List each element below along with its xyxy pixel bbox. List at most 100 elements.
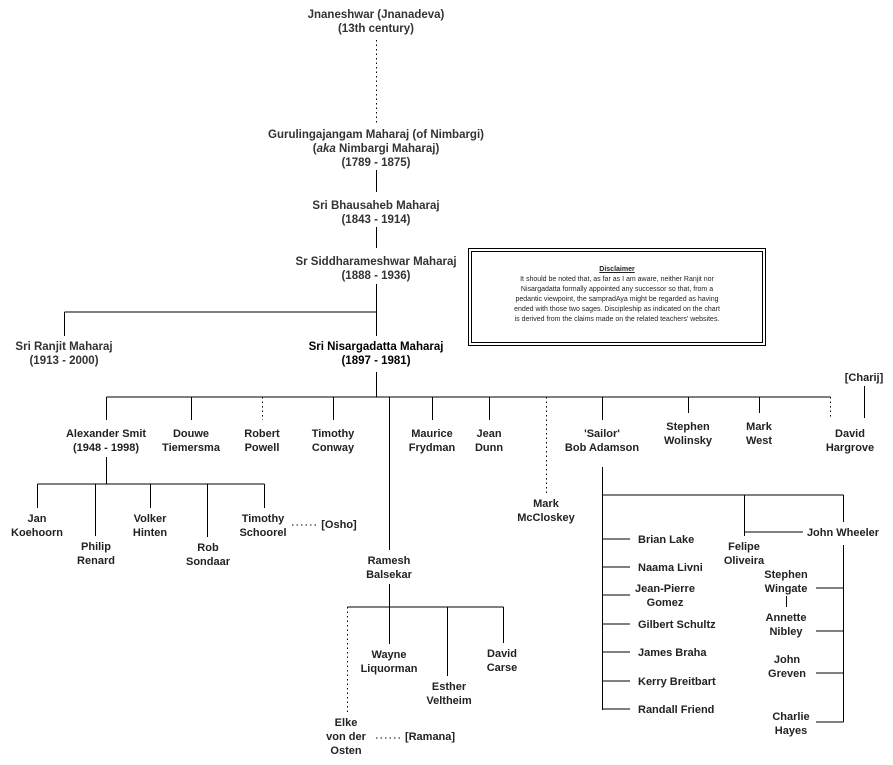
node-name: Koehoorn [11, 527, 63, 539]
node-volker-hinten: Volker Hinten [133, 512, 167, 540]
node-name: Conway [311, 442, 355, 454]
disclaimer-line: Nisargadatta formally appointed any succ… [520, 286, 714, 293]
node-dates: (1948 - 1998) [72, 442, 140, 454]
node-name: Osten [330, 745, 362, 757]
node-name: Carse [486, 662, 518, 674]
node-name: Wingate [764, 583, 808, 595]
node-siddharameshwar-name: Sr Siddharameshwar Maharaj [295, 256, 457, 268]
node-name: Volker [133, 513, 167, 525]
node-felipe-oliveira: Felipe Oliveira [724, 540, 764, 568]
node-name: Annette [765, 612, 807, 624]
node-ranjit-dates: (1913 - 2000) [29, 355, 99, 367]
node-david-carse: David Carse [487, 647, 518, 675]
node-name: Charlie [772, 711, 810, 723]
node-name: Gilbert Schultz [638, 619, 716, 631]
disclaimer-box: Disclaimer It should be noted that, as f… [468, 248, 766, 346]
node-wayne-liquorman: Wayne Liquorman [361, 648, 418, 676]
node-name: Esther [431, 681, 467, 693]
node-bob-adamson: 'Sailor' Bob Adamson [565, 427, 639, 455]
node-name: von der [326, 731, 366, 743]
node-name: David [835, 428, 865, 440]
node-stephen-wolinsky: Stephen Wolinsky [664, 420, 712, 448]
disclaimer-line: It should be noted that, as far as I am … [520, 276, 714, 283]
node-jnaneshwar-dates: (13th century) [337, 23, 415, 35]
node-gurulingajangam-name: Gurulingajangam Maharaj (of Nimbargi) [268, 129, 484, 141]
node-name: Hayes [774, 725, 808, 737]
node-name: Gomez [646, 597, 684, 609]
node-rob-sondaar: Rob Sondaar [186, 541, 230, 569]
aka-open: ( [312, 143, 317, 155]
node-stephen-wingate: Stephen Wingate [764, 568, 807, 596]
node-name: Timothy [311, 428, 355, 440]
node-alexander-smit: Alexander Smit (1948 - 1998) [66, 427, 146, 455]
node-name: David [487, 648, 517, 660]
node-elke-von-der-osten: Elke von der Osten [326, 716, 366, 758]
node-name: Frydman [408, 442, 456, 454]
node-bhausaheb-dates: (1843 - 1914) [341, 214, 411, 226]
node-john-greven: John Greven [768, 653, 806, 681]
node-name: Wolinsky [663, 435, 713, 447]
node-name: Nibley [769, 626, 803, 638]
node-jean-dunn: Jean Dunn [475, 427, 503, 455]
node-randall-friend: Randall Friend [638, 703, 714, 717]
node-name: Sondaar [185, 556, 231, 568]
node-ranjit-name: Sri Ranjit Maharaj [15, 341, 113, 353]
node-osho: [Osho] [321, 518, 356, 532]
node-jean-pierre-gomez: Jean-Pierre Gomez [635, 582, 695, 610]
node-jnaneshwar-name: Jnaneshwar (Jnanadeva) [307, 9, 445, 21]
node-name: Maurice [411, 428, 453, 440]
node-name: Alexander Smit [65, 428, 147, 440]
node-name: Philip [81, 541, 111, 553]
node-gurulingajangam-dates: (1789 - 1875) [341, 157, 411, 169]
disclaimer-line: pedantic viewpoint, the sampradAya might… [515, 296, 719, 303]
disclaimer-inner: Disclaimer It should be noted that, as f… [471, 251, 763, 343]
node-name: Naama Livni [638, 562, 703, 574]
node-john-wheeler: John Wheeler [807, 526, 879, 540]
node-name: Mark [533, 498, 559, 510]
node-name: Ramesh [367, 555, 411, 567]
node-name: Greven [768, 668, 806, 680]
node-name: Oliveira [723, 555, 765, 567]
aka-rest: Nimbargi Maharaj) [335, 143, 440, 155]
node-ramesh-balsekar: Ramesh Balsekar [366, 554, 412, 582]
node-charlie-hayes: Charlie Hayes [772, 710, 809, 738]
node-name: Rob [197, 542, 219, 554]
node-name: McCloskey [517, 512, 575, 524]
node-name: Bob Adamson [564, 442, 640, 454]
node-gurulingajangam-aka: (aka Nimbargi Maharaj) [268, 142, 484, 156]
node-ranjit: Sri Ranjit Maharaj (1913 - 2000) [15, 340, 112, 368]
node-name: Powell [244, 442, 280, 454]
node-brian-lake: Brian Lake [638, 533, 694, 547]
node-name: [Osho] [321, 519, 357, 531]
node-jnaneshwar: Jnaneshwar (Jnanadeva) (13th century) [308, 8, 445, 36]
node-philip-renard: Philip Renard [77, 540, 115, 568]
node-name: Schoorel [239, 527, 287, 539]
node-timothy-schoorel: Timothy Schoorel [239, 512, 286, 540]
node-siddharameshwar: Sr Siddharameshwar Maharaj (1888 - 1936) [295, 255, 456, 283]
node-name: Douwe [172, 428, 210, 440]
node-gurulingajangam: Gurulingajangam Maharaj (of Nimbargi) (a… [268, 128, 484, 170]
node-bhausaheb-name: Sri Bhausaheb Maharaj [312, 200, 440, 212]
node-name: Brian Lake [638, 534, 695, 546]
node-nisargadatta-name: Sri Nisargadatta Maharaj [308, 341, 444, 353]
node-nisargadatta-dates: (1897 - 1981) [341, 355, 411, 367]
node-name: John Wheeler [806, 527, 880, 539]
disclaimer-line: is derived from the claims made on the r… [514, 316, 720, 323]
node-charij: [Charij] [845, 371, 884, 385]
node-jan-koehoorn: Jan Koehoorn [11, 512, 63, 540]
node-nisargadatta: Sri Nisargadatta Maharaj (1897 - 1981) [309, 340, 444, 368]
node-name: Jean-Pierre [635, 583, 695, 595]
disclaimer-title: Disclaimer [599, 266, 635, 273]
disclaimer-line: ended with those two sages. Discipleship… [514, 306, 720, 313]
node-name: Mark [746, 421, 772, 433]
node-siddharameshwar-dates: (1888 - 1936) [341, 270, 411, 282]
node-name: [Ramana] [404, 731, 456, 743]
node-name: [Charij] [844, 372, 884, 384]
node-douwe-tiemersma: Douwe Tiemersma [162, 427, 220, 455]
node-james-braha: James Braha [638, 646, 707, 660]
node-name: Liquorman [360, 663, 418, 675]
node-name: Timothy [241, 513, 285, 525]
node-ramana: [Ramana] [405, 730, 455, 744]
node-bhausaheb: Sri Bhausaheb Maharaj (1843 - 1914) [312, 199, 439, 227]
